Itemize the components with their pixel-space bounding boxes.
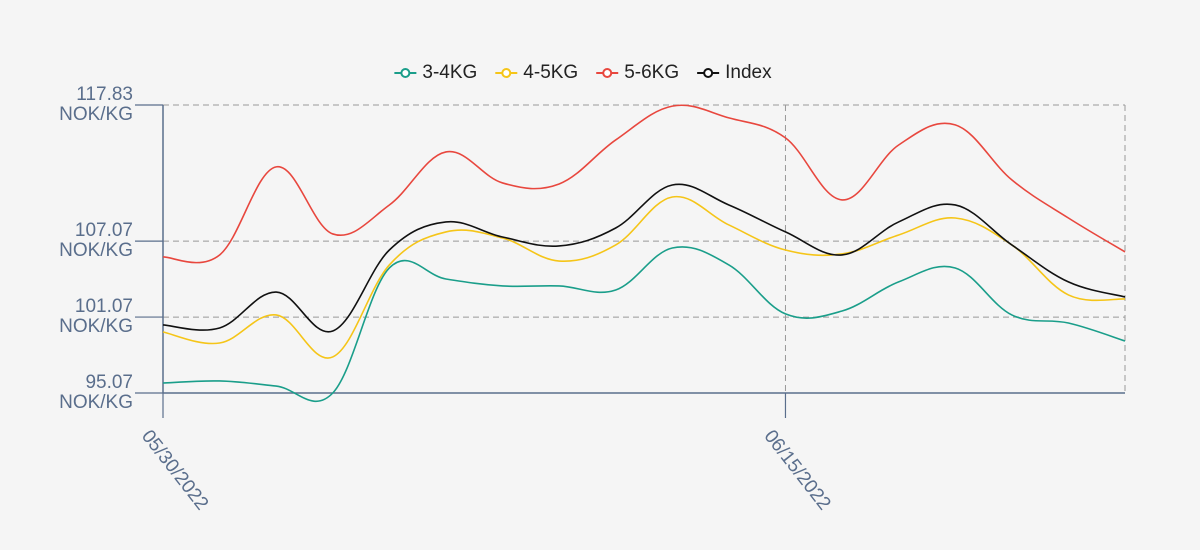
series-line <box>162 183 1126 333</box>
legend-marker <box>400 68 411 78</box>
legend-label: Index <box>725 62 772 83</box>
legend-marker <box>602 68 613 78</box>
y-tick-label: 117.83 NOK/KG <box>59 84 133 125</box>
y-tick-label: 101.07 NOK/KG <box>59 296 133 338</box>
y-tick-label: 95.07 NOK/KG <box>59 372 133 413</box>
series-line <box>162 195 1126 359</box>
legend-marker <box>501 68 512 78</box>
legend-marker <box>703 68 714 78</box>
x-tick-label: 06/15/2022 <box>760 426 835 514</box>
series-line <box>162 104 1126 264</box>
x-tick-label: 05/30/2022 <box>137 426 212 514</box>
legend-label: 4-5KG <box>523 62 578 83</box>
legend-label: 5-6KG <box>624 62 679 83</box>
legend-label: 3-4KG <box>422 62 477 83</box>
series-line <box>162 246 1126 402</box>
y-tick-label: 107.07 NOK/KG <box>59 220 133 262</box>
